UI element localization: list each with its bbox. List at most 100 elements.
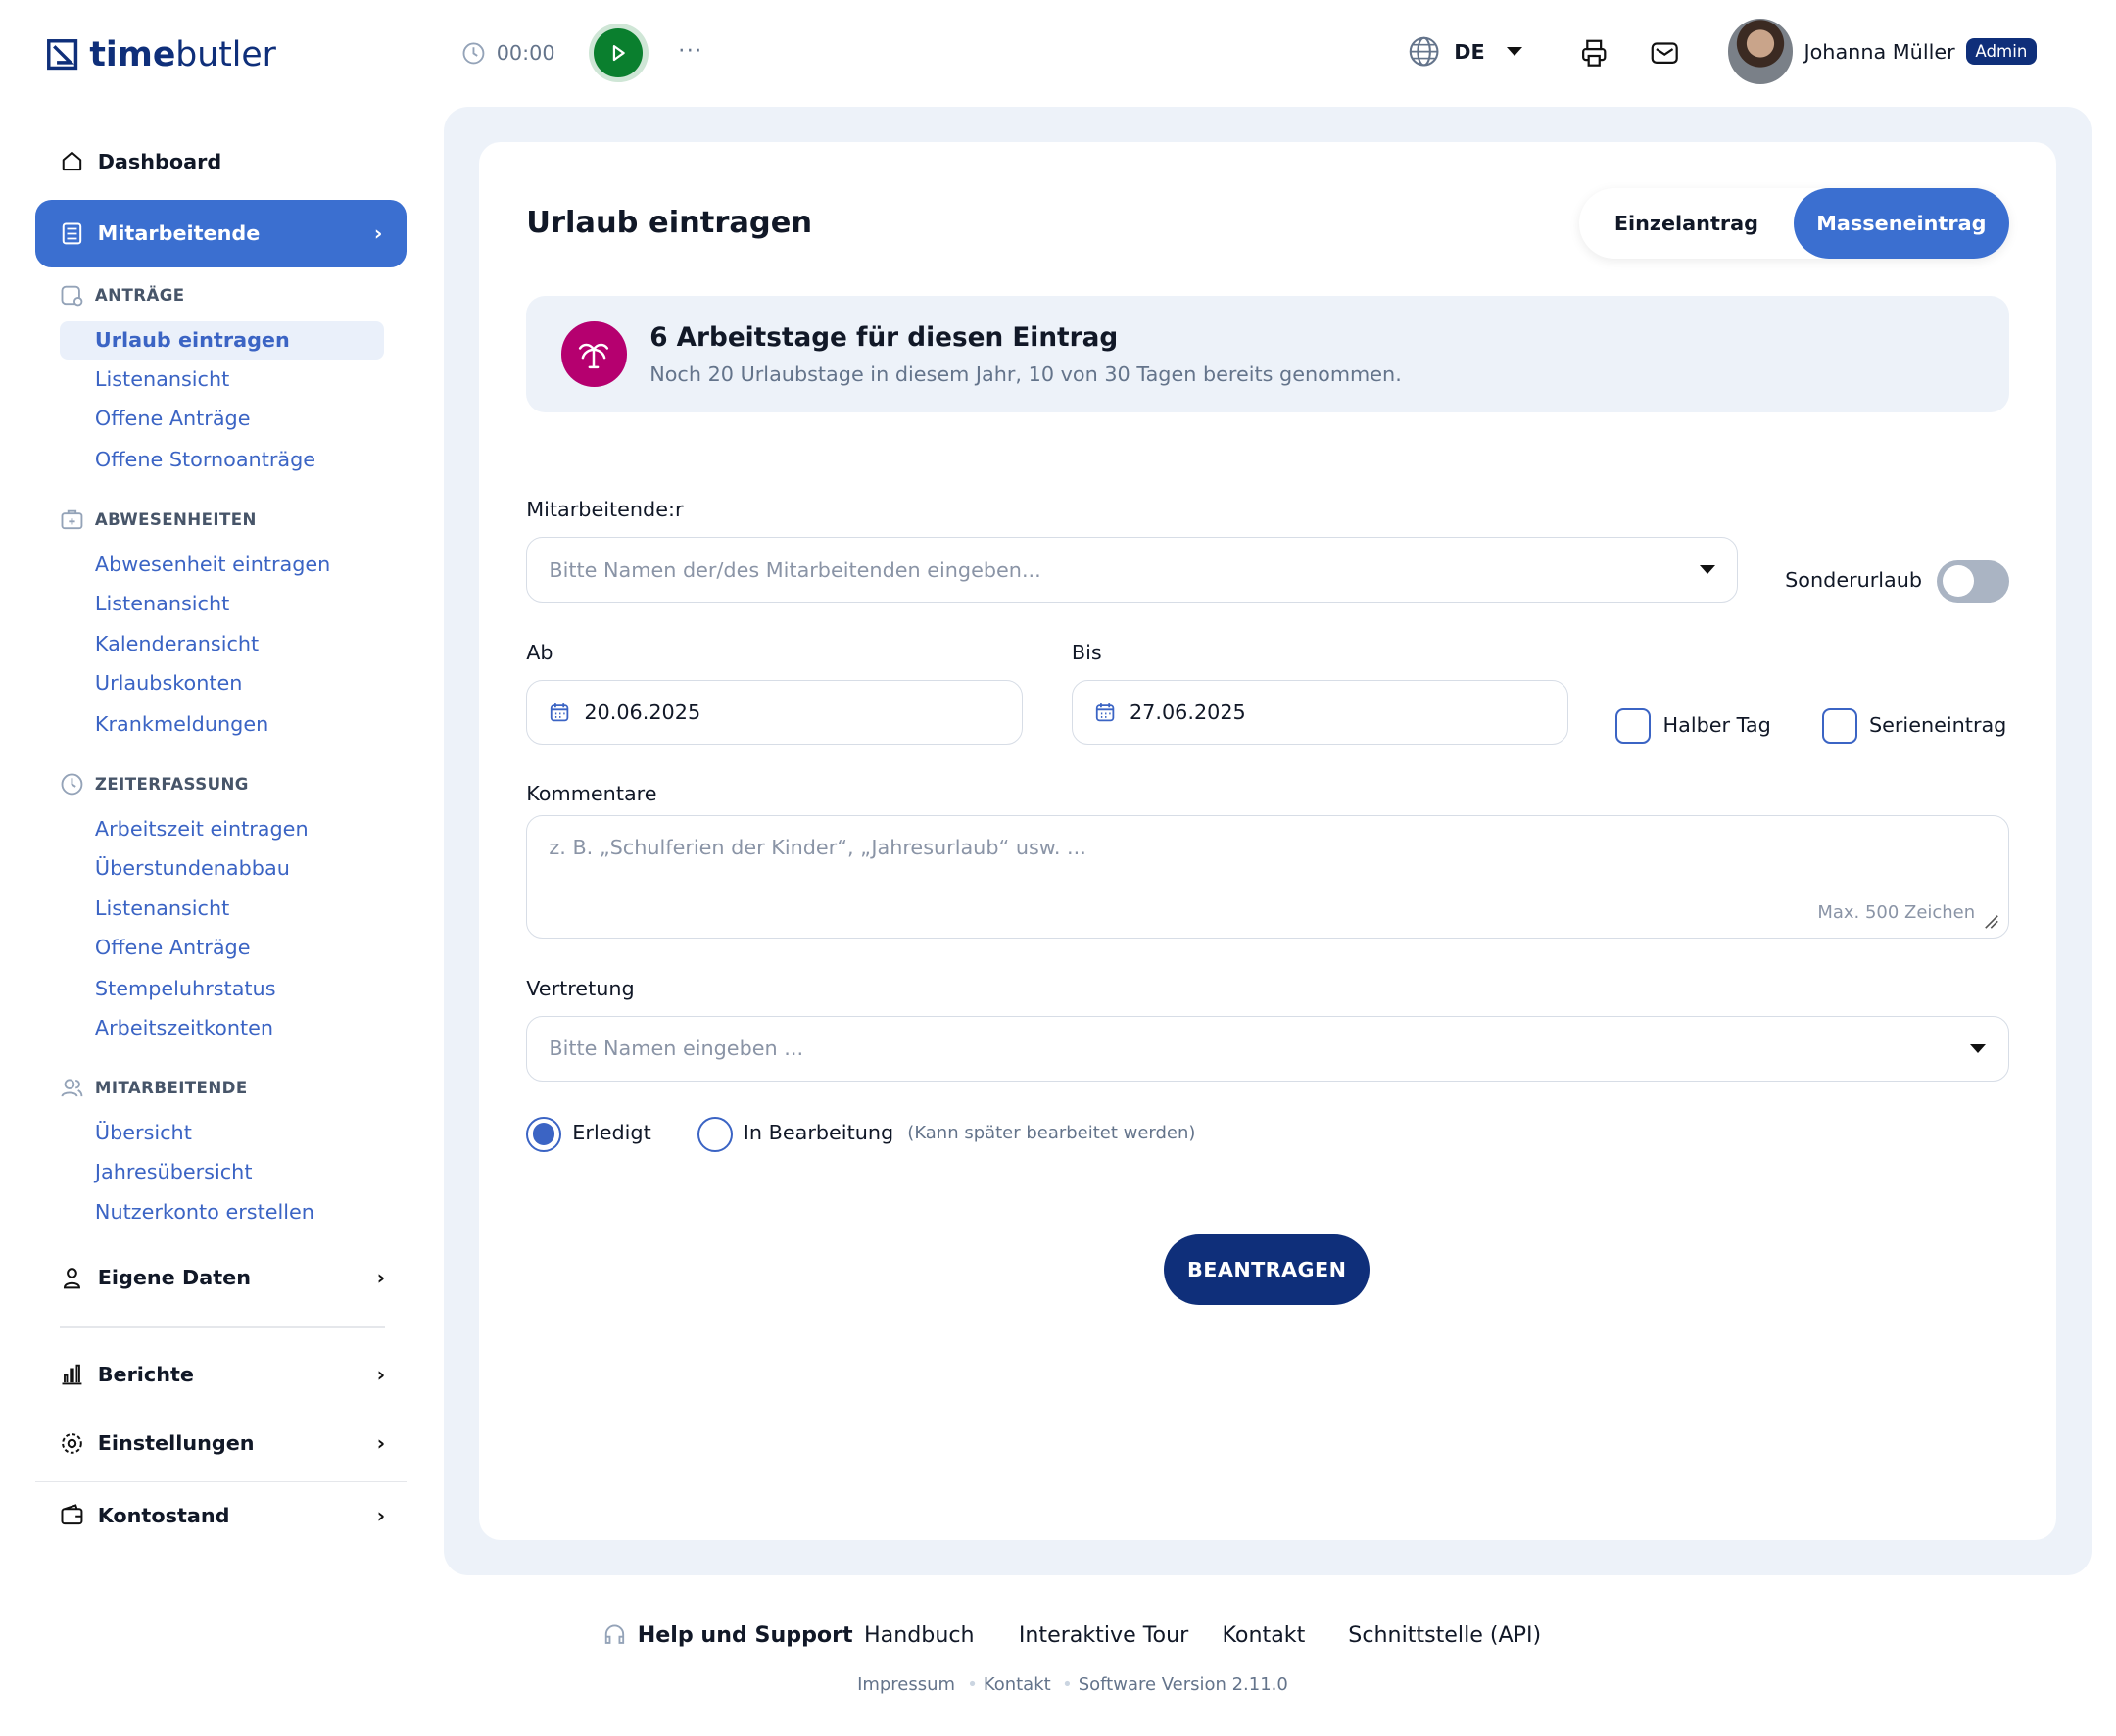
sidebar-link[interactable]: Jahresübersicht (94, 1159, 253, 1183)
briefcase-icon (61, 509, 83, 529)
sidebar-item-dashboard[interactable]: Dashboard (60, 149, 385, 173)
sidebar-link[interactable]: Überstundenabbau (94, 855, 290, 880)
calendar-icon (1095, 702, 1115, 722)
language-selector[interactable]: DE (1408, 35, 1522, 68)
sidebar-link[interactable]: Übersicht (94, 1120, 192, 1144)
software-version: Software Version 2.11.0 (1078, 1673, 1288, 1695)
chevron-right-icon: › (376, 1362, 386, 1386)
sidebar-label: Einstellungen (97, 1431, 255, 1456)
timer-value: 00:00 (496, 40, 555, 65)
status-wip-radio[interactable] (697, 1116, 733, 1152)
user-menu[interactable]: Johanna Müller Admin (1727, 19, 2038, 84)
comment-textarea[interactable]: z. B. „Schulferien der Kinder“, „Jahresu… (526, 815, 2009, 940)
contact-link[interactable]: Kontakt (983, 1673, 1051, 1695)
series-checkbox[interactable] (1821, 707, 1857, 744)
section-absences: ABWESENHEITEN (60, 507, 257, 532)
selected-item-highlight (59, 321, 384, 360)
sidebar-label: Mitarbeitende (97, 221, 261, 246)
help-support-link[interactable]: Help und Support (602, 1622, 853, 1648)
role-badge: Admin (1965, 37, 2038, 66)
user-icon (63, 1267, 80, 1289)
logo[interactable]: timebutler (46, 35, 276, 74)
mail-icon[interactable] (1650, 38, 1679, 68)
sidebar-link[interactable]: Nutzerkonto erstellen (94, 1200, 314, 1225)
from-date-input[interactable]: 20.06.2025 (526, 679, 1023, 746)
submit-button[interactable]: BEANTRAGEN (1163, 1233, 1371, 1305)
section-employees: MITARBEITENDE (60, 1076, 248, 1100)
globe-icon (1409, 36, 1439, 67)
sidebar-link[interactable]: Arbeitszeitkonten (94, 1016, 274, 1040)
status-done-radio[interactable] (526, 1116, 562, 1152)
footer-link-contact[interactable]: Kontakt (1222, 1621, 1306, 1648)
sidebar-link-vacation[interactable]: Urlaub eintragen (94, 328, 290, 353)
request-icon (61, 286, 83, 307)
special-leave-toggle[interactable] (1937, 559, 2009, 603)
employee-label: Mitarbeitende:r (526, 498, 684, 522)
headset-icon (604, 1624, 624, 1644)
employee-select[interactable]: Bitte Namen der/des Mitarbeitenden einge… (526, 537, 1738, 603)
sidebar-item-account[interactable]: Kontostand › (60, 1503, 385, 1527)
chevron-down-icon (1506, 47, 1522, 56)
employee-placeholder: Bitte Namen der/des Mitarbeitenden einge… (549, 557, 1041, 582)
calendar-icon (551, 702, 569, 722)
sidebar-link[interactable]: Abwesenheit eintragen (94, 552, 331, 576)
more-button[interactable]: ··· (678, 37, 703, 64)
footer-link-api[interactable]: Schnittstelle (API) (1348, 1621, 1542, 1648)
sidebar-link[interactable]: Krankmeldungen (94, 711, 269, 736)
wallet-icon (61, 1504, 83, 1525)
sidebar-link[interactable]: Listenansicht (94, 367, 230, 392)
comment-char-limit: Max. 500 Zeichen (1817, 901, 1976, 923)
substitute-label: Vertretung (526, 976, 635, 1000)
resize-handle-icon[interactable] (1983, 913, 1999, 930)
sidebar-label: Berichte (97, 1362, 194, 1386)
separator-dot: • (967, 1673, 978, 1695)
substitute-placeholder: Bitte Namen eingeben ... (549, 1037, 804, 1061)
logo-icon (47, 39, 78, 71)
footer-link-manual[interactable]: Handbuch (863, 1621, 975, 1648)
impressum-link[interactable]: Impressum (857, 1673, 956, 1695)
to-date-input[interactable]: 27.06.2025 (1071, 679, 1568, 746)
sidebar-link[interactable]: Offene Stornoanträge (94, 447, 316, 471)
sidebar-link[interactable]: Stempeluhrstatus (94, 976, 276, 1000)
sidebar-link[interactable]: Offene Anträge (94, 936, 251, 960)
sidebar-link[interactable]: Urlaubskonten (94, 671, 243, 696)
info-banner (526, 295, 2009, 412)
substitute-select[interactable]: Bitte Namen eingeben ... (526, 1016, 2009, 1082)
tab-bulk-entry[interactable]: Masseneintrag (1794, 188, 2009, 260)
to-date-value: 27.06.2025 (1129, 699, 1246, 724)
user-name: Johanna Müller (1803, 39, 1955, 64)
sidebar-label: Dashboard (97, 149, 222, 173)
chevron-right-icon: › (376, 1503, 386, 1527)
entry-mode-toggle: Einzelantrag Masseneintrag (1578, 188, 2009, 260)
status-done-label: Erledigt (572, 1120, 651, 1144)
section-title: ABWESENHEITEN (94, 509, 257, 529)
sidebar-link[interactable]: Offene Anträge (94, 407, 251, 431)
page-title: Urlaub eintragen (526, 206, 813, 241)
gear-icon (62, 1432, 82, 1454)
sidebar-item-own-data[interactable]: Eigene Daten › (60, 1266, 385, 1290)
sidebar-item-settings[interactable]: Einstellungen › (60, 1431, 385, 1456)
footer-link-tour[interactable]: Interaktive Tour (1018, 1621, 1189, 1648)
half-day-label: Halber Tag (1662, 713, 1771, 738)
help-label: Help und Support (637, 1621, 853, 1648)
section-time-tracking: ZEITERFASSUNG (60, 772, 249, 796)
home-icon (62, 152, 82, 171)
to-label: Bis (1071, 640, 1102, 664)
start-timer-button[interactable] (588, 23, 649, 83)
sidebar-link[interactable]: Kalenderansicht (94, 632, 260, 656)
chevron-down-icon (1970, 1043, 1987, 1053)
timer: 00:00 (461, 41, 555, 66)
section-title: MITARBEITENDE (94, 1078, 248, 1097)
print-icon[interactable] (1579, 38, 1609, 68)
tab-single-entry[interactable]: Einzelantrag (1613, 212, 1758, 236)
sidebar-item-reports[interactable]: Berichte › (60, 1362, 385, 1386)
sidebar-link[interactable]: Listenansicht (94, 896, 230, 921)
special-leave-label: Sonderurlaub (1785, 568, 1923, 593)
sidebar-item-employees[interactable]: Mitarbeitende › (34, 199, 408, 267)
logo-text-bold: time (89, 34, 176, 74)
sidebar-link[interactable]: Listenansicht (94, 591, 230, 615)
sidebar-link[interactable]: Arbeitszeit eintragen (94, 816, 309, 841)
half-day-checkbox[interactable] (1615, 707, 1652, 744)
banner-subtitle: Noch 20 Urlaubstage in diesem Jahr, 10 v… (649, 362, 1402, 386)
avatar (1727, 19, 1794, 84)
